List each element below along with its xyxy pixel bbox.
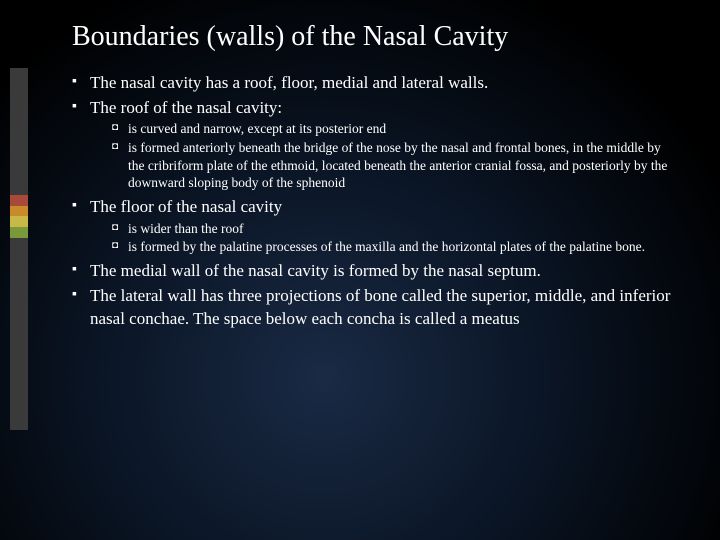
- accent-segment: [10, 216, 28, 227]
- sub-list-item: is formed anteriorly beneath the bridge …: [112, 139, 680, 192]
- list-item-text: The floor of the nasal cavity: [90, 197, 282, 216]
- slide-content: Boundaries (walls) of the Nasal Cavity T…: [0, 0, 720, 353]
- list-item: The medial wall of the nasal cavity is f…: [72, 260, 680, 283]
- sub-list-item: is curved and narrow, except at its post…: [112, 120, 680, 138]
- sub-list-item: is formed by the palatine processes of t…: [112, 238, 680, 256]
- accent-segment: [10, 68, 28, 195]
- sub-list: is wider than the roofis formed by the p…: [90, 220, 680, 256]
- accent-segment: [10, 206, 28, 217]
- list-item: The lateral wall has three projections o…: [72, 285, 680, 331]
- accent-segment: [10, 238, 28, 430]
- accent-bar: [10, 68, 28, 430]
- accent-segment: [10, 195, 28, 206]
- list-item-text: The lateral wall has three projections o…: [90, 286, 670, 328]
- slide-title: Boundaries (walls) of the Nasal Cavity: [72, 20, 680, 54]
- list-item-text: The roof of the nasal cavity:: [90, 98, 282, 117]
- bullet-list: The nasal cavity has a roof, floor, medi…: [72, 72, 680, 331]
- list-item: The nasal cavity has a roof, floor, medi…: [72, 72, 680, 95]
- list-item: The roof of the nasal cavity: is curved …: [72, 97, 680, 192]
- sub-list-item: is wider than the roof: [112, 220, 680, 238]
- list-item-text: The medial wall of the nasal cavity is f…: [90, 261, 541, 280]
- list-item-text: The nasal cavity has a roof, floor, medi…: [90, 73, 488, 92]
- accent-segment: [10, 227, 28, 238]
- sub-list: is curved and narrow, except at its post…: [90, 120, 680, 191]
- list-item: The floor of the nasal cavity is wider t…: [72, 196, 680, 256]
